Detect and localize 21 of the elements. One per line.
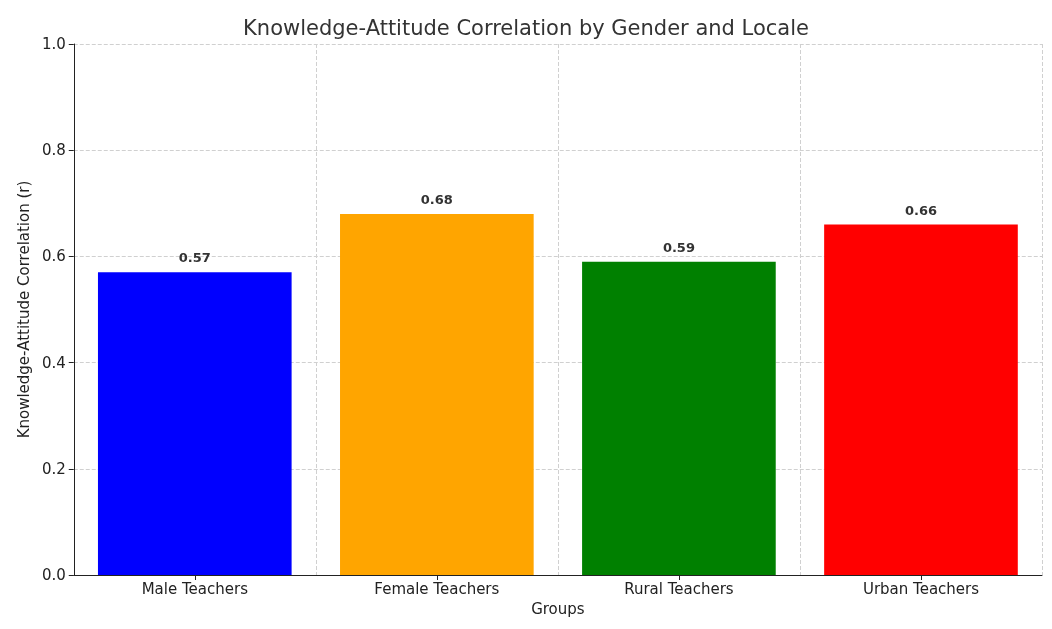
x-tick-label: Rural Teachers bbox=[624, 579, 734, 598]
y-tick-label: 0.6 bbox=[41, 247, 66, 266]
data-label: 0.57 bbox=[178, 250, 211, 266]
bar bbox=[824, 224, 1018, 575]
y-axis-title: Knowledge-Attitude Correlation (r) bbox=[14, 180, 33, 439]
x-axis-title: Groups bbox=[531, 599, 585, 618]
data-label: 0.59 bbox=[662, 239, 695, 255]
y-tick-label: 0.8 bbox=[41, 141, 66, 160]
data-label: 0.66 bbox=[904, 202, 938, 218]
x-tick-label: Male Teachers bbox=[141, 579, 249, 598]
y-tick-label: 1.0 bbox=[41, 35, 66, 53]
data-label: 0.68 bbox=[420, 191, 453, 207]
chart-title: Knowledge-Attitude Correlation by Gender and Locale bbox=[243, 15, 809, 40]
x-tick-label: Female Teachers bbox=[374, 579, 500, 598]
y-tick-label: 0.4 bbox=[41, 353, 66, 372]
bar bbox=[97, 272, 292, 575]
bar bbox=[582, 261, 776, 575]
x-tick-label: Urban Teachers bbox=[862, 579, 980, 598]
y-tick-label: 0.2 bbox=[41, 459, 66, 478]
y-tick-label: 0.0 bbox=[41, 566, 66, 584]
bar bbox=[340, 213, 534, 575]
